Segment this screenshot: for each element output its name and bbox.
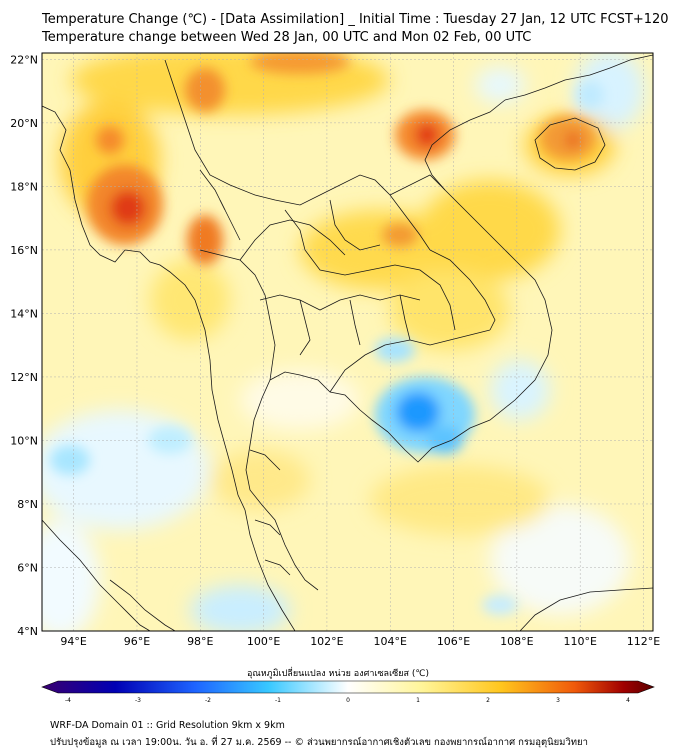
colorbar-tick-label: -4 [65, 697, 71, 704]
lat-label: 12°N [10, 371, 38, 384]
latitude-labels: 22°N 20°N 18°N 16°N 14°N 12°N 10°N 8°N 6°N 4°N [10, 53, 38, 638]
map-subtitle: Temperature change between Wed 28 Jan, 0… [42, 30, 532, 45]
lon-label: 104°E [374, 635, 407, 648]
lon-label: 94°E [60, 635, 86, 648]
colorbar-tick-label: 1 [416, 697, 420, 704]
lat-label: 20°N [10, 117, 38, 130]
temperature-field [42, 53, 653, 631]
coastlines-and-borders [42, 54, 653, 631]
colorbar: -4 -3 -2 -1 0 1 2 3 4 [41, 680, 655, 704]
colorbar-tick-label: 3 [556, 697, 560, 704]
plot-frame [41, 52, 654, 632]
lat-label: 18°N [10, 180, 38, 193]
lon-label: 102°E [310, 635, 343, 648]
colorbar-tick-label: 2 [486, 697, 490, 704]
lat-label: 22°N [10, 53, 38, 66]
lat-label: 14°N [10, 307, 38, 320]
lon-label: 96°E [124, 635, 150, 648]
model-info: WRF-DA Domain 01 :: Grid Resolution 9km … [50, 720, 285, 731]
lat-label: 10°N [10, 434, 38, 447]
update-info: ปรับปรุงข้อมูล ณ เวลา 19:00น. วัน อ. ที่… [50, 737, 588, 748]
lon-label: 100°E [247, 635, 280, 648]
colorbar-ticks: -4 -3 -2 -1 0 1 2 3 4 [65, 697, 630, 704]
lon-label: 106°E [437, 635, 470, 648]
colorbar-tick-label: -3 [135, 697, 141, 704]
colorbar-label: อุณหภูมิเปลี่ยนแปลง หน่วย องศาเซลเซียส (… [246, 669, 430, 679]
lon-label: 108°E [500, 635, 533, 648]
lon-label: 112°E [627, 635, 660, 648]
lat-label: 8°N [17, 498, 38, 511]
lat-label: 16°N [10, 244, 38, 257]
colorbar-tick-label: 4 [626, 697, 630, 704]
lat-label: 4°N [17, 625, 38, 638]
lon-label: 110°E [563, 635, 596, 648]
colorbar-bar [41, 680, 655, 694]
lat-label: 6°N [17, 561, 38, 574]
lon-label: 98°E [187, 635, 213, 648]
longitude-labels: 94°E 96°E 98°E 100°E 102°E 104°E 106°E 108°E 110… [60, 635, 660, 648]
colorbar-tick-label: -1 [275, 697, 281, 704]
colorbar-tick-label: 0 [346, 697, 350, 704]
colorbar-tick-label: -2 [205, 697, 211, 704]
map-title: Temperature Change (℃) - [Data Assimilat… [42, 12, 669, 27]
